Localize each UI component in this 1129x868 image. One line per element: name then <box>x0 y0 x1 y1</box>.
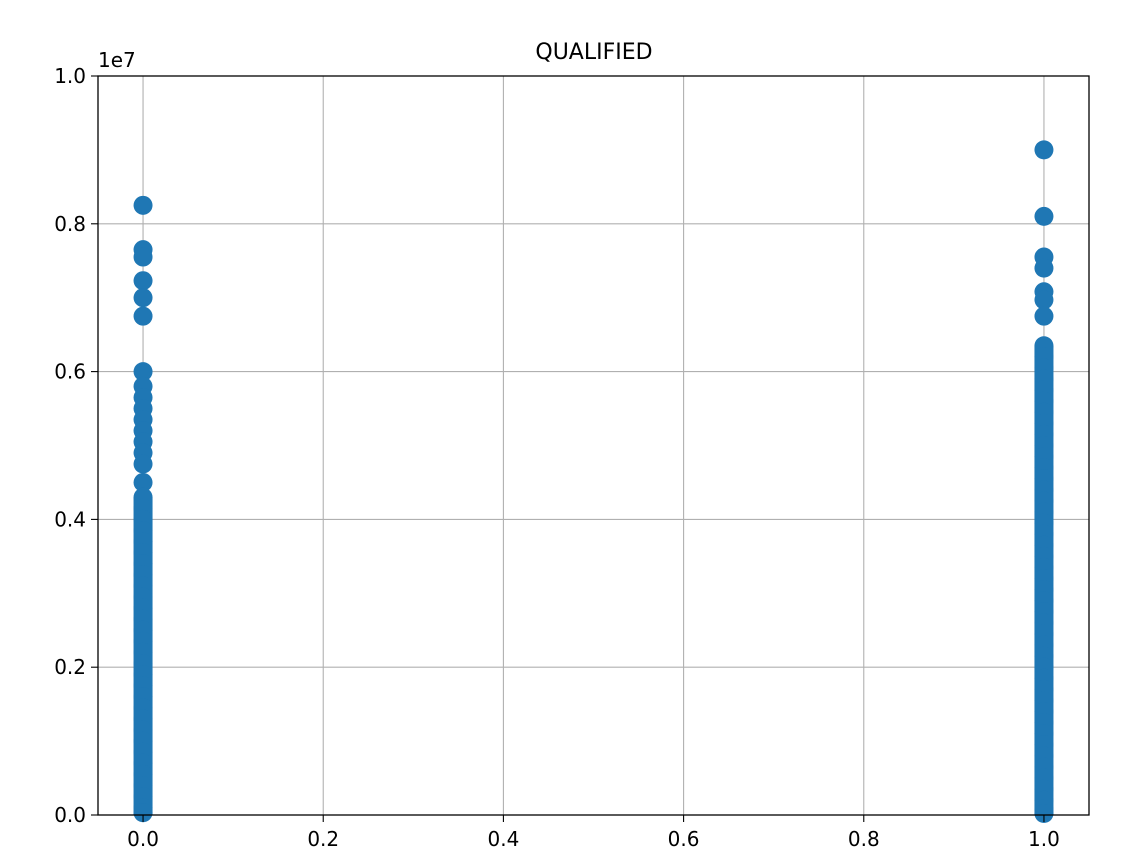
x-tick-label: 0.8 <box>848 827 880 851</box>
x-tick-label: 0.0 <box>127 827 159 851</box>
y-tick-label: 0.6 <box>54 360 86 384</box>
scatter-point <box>1034 206 1054 226</box>
scatter-point <box>133 803 153 823</box>
plot-frame <box>97 75 1090 816</box>
y-tick-label: 0.4 <box>54 507 86 531</box>
x-tick-label: 0.2 <box>307 827 339 851</box>
scatter-points <box>133 140 1054 824</box>
plot-area <box>98 76 1089 815</box>
y-offset-label: 1e7 <box>98 48 136 72</box>
scatter-point <box>133 472 153 492</box>
scatter-point <box>133 362 153 382</box>
scatter-point <box>133 454 153 474</box>
y-tick-label: 0.0 <box>54 803 86 827</box>
x-tick-label: 0.6 <box>668 827 700 851</box>
scatter-point <box>1034 258 1054 278</box>
x-axis-ticks: 0.0 0.2 0.4 0.6 0.8 1.0 <box>127 815 1060 851</box>
scatter-point <box>1034 140 1054 160</box>
y-axis-ticks: 0.0 0.2 0.4 0.6 0.8 1.0 <box>54 64 98 827</box>
x-tick-label: 1.0 <box>1028 827 1060 851</box>
y-tick-label: 1.0 <box>54 64 86 88</box>
grid-lines <box>98 75 1089 816</box>
scatter-point <box>133 247 153 267</box>
scatter-point <box>133 195 153 215</box>
x-tick-label: 0.4 <box>488 827 520 851</box>
scatter-point <box>1034 306 1054 326</box>
scatter-point <box>133 288 153 308</box>
scatter-point <box>133 271 153 291</box>
scatter-point <box>1034 804 1054 824</box>
y-tick-label: 0.8 <box>54 212 86 236</box>
y-tick-label: 0.2 <box>54 655 86 679</box>
scatter-point <box>1034 290 1054 310</box>
chart-title: QUALIFIED <box>535 40 652 65</box>
scatter-point <box>133 306 153 326</box>
